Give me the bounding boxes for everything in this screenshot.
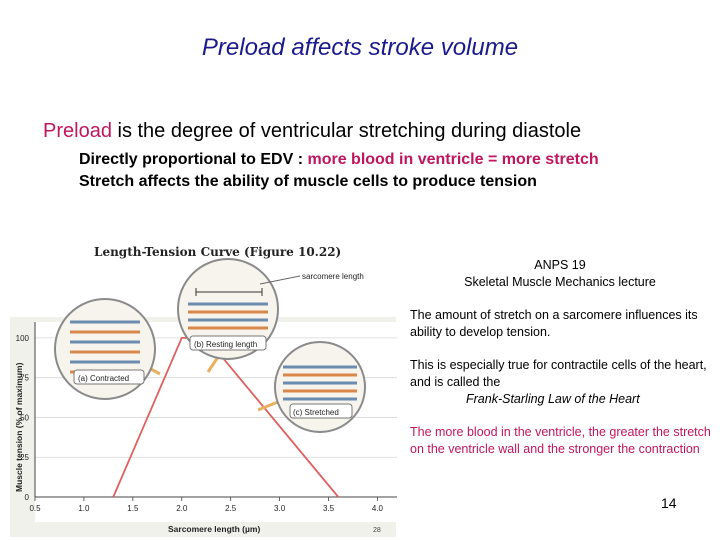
slide-title: Preload affects stroke volume — [201, 34, 519, 61]
sarcomere-length-label: sarcomere length — [302, 272, 364, 281]
paragraph-more-blood: The more blood in the ventricle, the gre… — [410, 425, 711, 456]
y-tick-label: 50 — [20, 413, 29, 422]
edv-highlight: more blood in ventricle = more stretch — [307, 151, 599, 168]
y-tick-label: 25 — [20, 453, 29, 462]
x-tick-label: 4.0 — [372, 504, 384, 513]
bullet-edv: Directly proportional to EDV : more bloo… — [79, 151, 599, 169]
length-tension-figure: 0 25 50 75 100 0.5 1.0 1.5 2.0 2.5 3.0 3.5 4.0 Lengt… — [10, 245, 397, 537]
x-tick-label: 2.5 — [225, 504, 237, 513]
y-axis-label: Muscle tension (% of maximum) — [14, 362, 24, 492]
label-contracted: (a) Contracted — [78, 374, 129, 383]
y-tick-label: 100 — [16, 334, 30, 343]
page-number: 14 — [661, 495, 677, 511]
label-resting: (b) Resting length — [194, 340, 257, 349]
resting-sarcomere-diagram: (b) Resting length sarcomere length — [177, 258, 364, 360]
x-axis-label: Sarcomere length (µm) — [168, 524, 260, 534]
preload-definition: is the degree of ventricular stretching … — [111, 120, 582, 142]
contracted-sarcomere-diagram: (a) Contracted — [54, 298, 156, 400]
figure-number: 28 — [373, 527, 381, 534]
x-tick-label: 3.0 — [274, 504, 286, 513]
x-tick-label: 0.5 — [29, 504, 41, 513]
label-stretched: (c) Stretched — [293, 408, 339, 417]
reference-lecture: Skeletal Muscle Mechanics lecture — [464, 275, 656, 289]
x-tick-label: 2.0 — [176, 504, 188, 513]
frank-starling-law: Frank-Starling Law of the Heart — [466, 392, 640, 406]
edv-prefix: Directly proportional to EDV : — [79, 151, 308, 168]
y-tick-label: 75 — [20, 374, 29, 383]
bullet-stretch: Stretch affects the ability of muscle ce… — [79, 173, 537, 190]
stretched-sarcomere-diagram: (c) Stretched — [274, 341, 366, 433]
bullet-preload: Preload is the degree of ventricular str… — [43, 120, 581, 143]
axes — [34, 322, 397, 501]
tick-labels: 0 25 50 75 100 0.5 1.0 1.5 2.0 2.5 3.0 3.5 4.0 — [16, 334, 384, 513]
paragraph-frank-starling: This is especially true for contractile … — [410, 357, 718, 408]
reference-block: ANPS 19 Skeletal Muscle Mechanics lectur… — [410, 257, 710, 291]
paragraph-stretch-influence: The amount of stretch on a sarcomere inf… — [410, 308, 698, 339]
y-tick-label: 0 — [25, 493, 30, 502]
x-tick-label: 3.5 — [323, 504, 335, 513]
preload-term: Preload — [43, 120, 112, 142]
reference-course: ANPS 19 — [534, 258, 586, 272]
x-tick-label: 1.0 — [78, 504, 90, 513]
x-tick-label: 1.5 — [127, 504, 139, 513]
figure-title: Length-Tension Curve (Figure 10.22) — [94, 245, 341, 259]
frank-starling-intro: This is especially true for contractile … — [410, 358, 707, 389]
